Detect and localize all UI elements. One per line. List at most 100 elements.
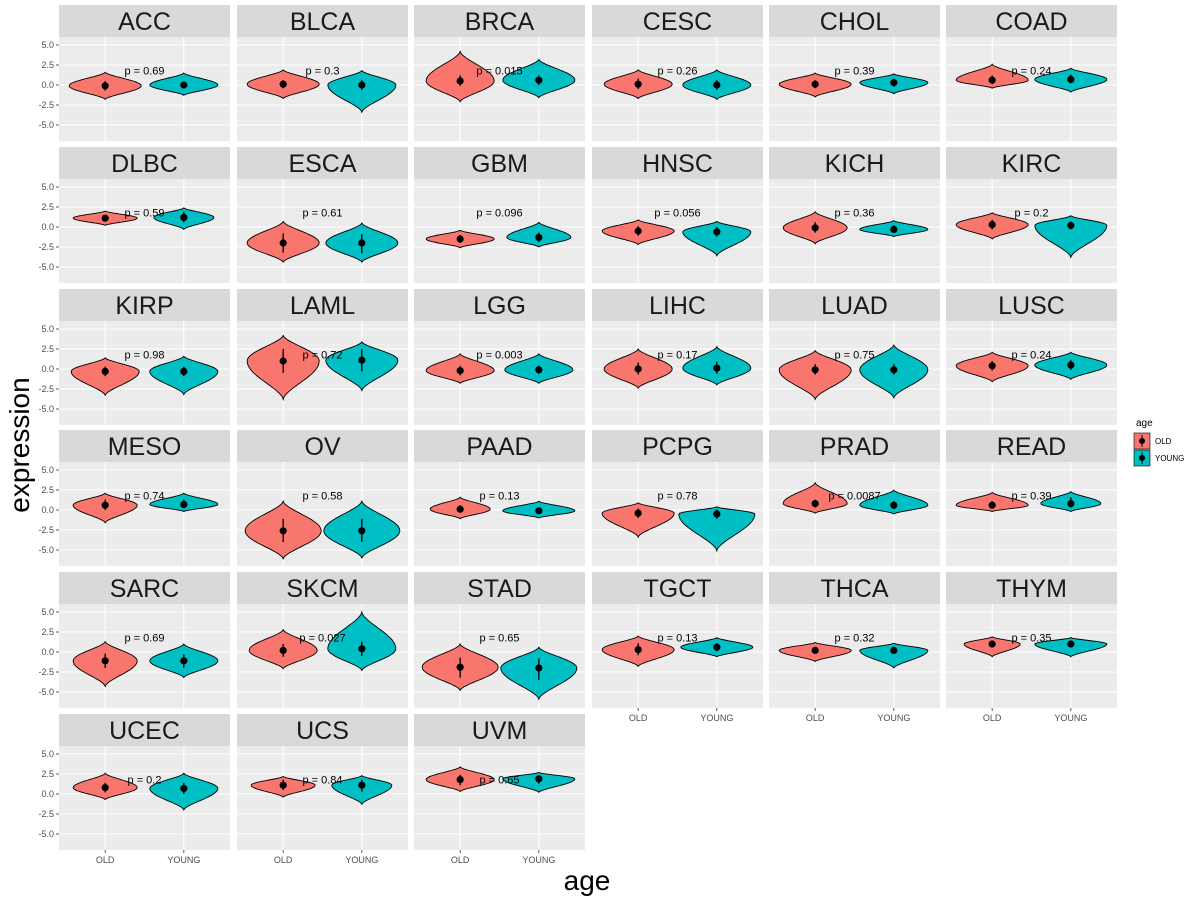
y-tick-label: -5.0 <box>38 404 54 414</box>
median-point-young <box>713 364 721 372</box>
median-point-old <box>811 80 819 88</box>
p-value-label: p = 0.027 <box>299 633 345 645</box>
facet-label: GBM <box>471 150 528 178</box>
facet-gbm: GBM p = 0.096 <box>414 147 585 284</box>
facet-luad: LUAD p = 0.75 <box>769 289 940 426</box>
facet-label: HNSC <box>642 150 713 178</box>
facet-label: BLCA <box>290 8 356 36</box>
facet-tgct: TGCT p = 0.13 OLD YOUNG <box>592 572 763 723</box>
p-value-label: p = 0.26 <box>657 66 697 78</box>
facet-label: SKCM <box>286 575 358 603</box>
facet-label: LIHC <box>649 292 706 320</box>
facet-strip <box>59 714 230 746</box>
facet-label: UCS <box>296 717 349 745</box>
facet-label: THYM <box>996 575 1067 603</box>
p-value-label: p = 0.39 <box>1011 491 1051 503</box>
facet-strip <box>237 572 408 604</box>
p-value-label: p = 0.65 <box>479 633 519 645</box>
facet-strip <box>237 5 408 37</box>
facet-label: STAD <box>467 575 532 603</box>
x-tick-label: OLD <box>629 713 648 723</box>
p-value-label: p = 0.59 <box>124 208 164 220</box>
facet-stad: STAD p = 0.65 <box>414 572 585 709</box>
facet-ucec: UCEC p = 0.2 5.0 2.5 0.0 -2.5 -5.0 OLD YOUNG <box>38 714 230 865</box>
median-point-old <box>988 501 996 509</box>
y-tick-label: 0.0 <box>41 505 54 515</box>
median-point-old <box>101 82 109 90</box>
facet-strip <box>414 147 585 179</box>
facet-label: OV <box>304 433 340 461</box>
facet-label: PRAD <box>820 433 889 461</box>
median-point-old <box>456 77 464 85</box>
median-point-young <box>890 366 898 374</box>
y-tick-label: 2.5 <box>41 627 54 637</box>
plot-background <box>237 746 408 850</box>
median-point-old <box>634 646 642 654</box>
facet-label: DLBC <box>111 150 178 178</box>
p-value-label: p = 0.75 <box>834 350 874 362</box>
p-value-label: p = 0.13 <box>479 491 519 503</box>
p-value-label: p = 0.69 <box>124 66 164 78</box>
p-value-label: p = 0.096 <box>476 208 522 220</box>
median-point-young <box>1067 75 1075 83</box>
legend-title: age <box>1136 418 1153 429</box>
legend-key-point <box>1139 455 1145 461</box>
facet-strip <box>769 430 940 462</box>
y-tick-label: 2.5 <box>41 202 54 212</box>
y-tick-label: 5.0 <box>41 465 54 475</box>
median-point-young <box>1067 500 1075 508</box>
facet-strip <box>592 289 763 321</box>
y-tick-label: 0.0 <box>41 80 54 90</box>
y-tick-label: 0.0 <box>41 789 54 799</box>
p-value-label: p = 0.2 <box>128 775 162 787</box>
x-tick-label: YOUNG <box>1054 713 1087 723</box>
facet-strip <box>59 147 230 179</box>
median-point-old <box>988 76 996 84</box>
facet-strip <box>59 430 230 462</box>
facet-label: UVM <box>472 717 528 745</box>
p-value-label: p = 0.015 <box>476 66 522 78</box>
facet-label: PAAD <box>466 433 532 461</box>
facet-coad: COAD p = 0.24 <box>946 5 1117 142</box>
median-point-young <box>358 81 366 89</box>
facet-strip <box>946 572 1117 604</box>
facet-kirp: KIRP p = 0.98 5.0 2.5 0.0 -2.5 -5.0 <box>38 289 230 426</box>
facet-label: TGCT <box>643 575 711 603</box>
median-point-old <box>101 214 109 222</box>
facet-prad: PRAD p = 0.0087 <box>769 430 940 567</box>
y-tick-label: 5.0 <box>41 607 54 617</box>
y-tick-label: -2.5 <box>38 384 54 394</box>
y-tick-label: -5.0 <box>38 829 54 839</box>
median-point-young <box>713 228 721 236</box>
p-value-label: p = 0.32 <box>834 633 874 645</box>
legend-entry-old: OLD <box>1133 432 1172 450</box>
x-tick-label: YOUNG <box>877 713 910 723</box>
facet-paad: PAAD p = 0.13 <box>414 430 585 567</box>
violin-young <box>682 220 752 258</box>
facet-label: KIRC <box>1002 150 1062 178</box>
y-tick-label: 0.0 <box>41 647 54 657</box>
facet-chol: CHOL p = 0.39 <box>769 5 940 142</box>
facet-label: CESC <box>643 8 712 36</box>
median-point-young <box>358 239 366 247</box>
facet-strip <box>769 289 940 321</box>
facet-strip <box>414 572 585 604</box>
median-point-old <box>456 776 464 784</box>
facet-thym: THYM p = 0.35 OLD YOUNG <box>946 572 1117 723</box>
p-value-label: p = 0.69 <box>124 633 164 645</box>
legend-entry-young: YOUNG <box>1133 449 1184 467</box>
plot-background <box>946 37 1117 141</box>
facet-label: READ <box>997 433 1066 461</box>
facet-label: LAML <box>290 292 355 320</box>
median-point-young <box>358 781 366 789</box>
median-point-old <box>101 367 109 375</box>
x-tick-label: OLD <box>806 713 825 723</box>
median-point-young <box>358 356 366 364</box>
facet-strip <box>592 430 763 462</box>
median-point-old <box>456 505 464 513</box>
facet-label: UCEC <box>109 717 180 745</box>
x-axis-title: age <box>564 865 611 896</box>
facet-lusc: LUSC p = 0.24 <box>946 289 1117 426</box>
violin-young <box>1034 215 1108 259</box>
